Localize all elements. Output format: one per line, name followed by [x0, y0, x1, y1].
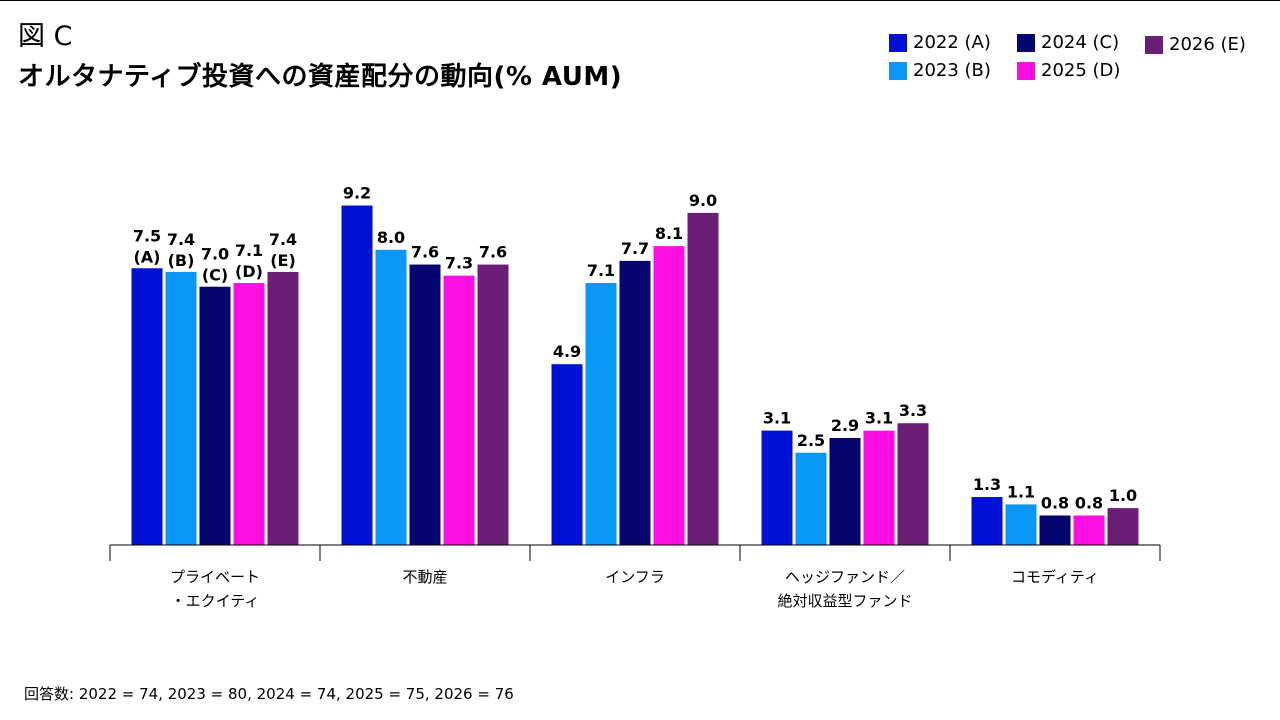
- series-tag-0-2: (C): [202, 266, 228, 285]
- bar-0-2: [199, 286, 231, 545]
- value-label-3-1: 2.5: [797, 431, 825, 450]
- value-label-4-1: 1.1: [1007, 482, 1035, 501]
- value-label-3-4: 3.3: [899, 401, 927, 420]
- value-label-2-2: 7.7: [621, 239, 649, 258]
- value-label-0-3: 7.1: [235, 241, 263, 260]
- top-rule: [0, 0, 1280, 1]
- bar-2-3: [653, 246, 685, 546]
- legend-label-2022: 2022 (A): [913, 32, 991, 53]
- legend-swatch-2023: [889, 61, 907, 80]
- legend-item-2026: 2026 (E): [1145, 34, 1246, 55]
- bar-3-4: [897, 423, 929, 545]
- value-label-4-2: 0.8: [1041, 493, 1069, 512]
- legend-label-2023: 2023 (B): [913, 60, 991, 81]
- legend-item-2023: 2023 (B): [889, 60, 991, 81]
- bar-1-2: [409, 264, 441, 545]
- value-label-2-4: 9.0: [689, 191, 717, 210]
- chart-title: オルタナティブ投資への資産配分の動向(% AUM): [18, 62, 623, 92]
- category-label-3-1: 絶対収益型ファンド: [777, 592, 912, 610]
- value-label-3-0: 3.1: [763, 409, 791, 428]
- bar-1-0: [341, 205, 373, 545]
- legend-item-2024: 2024 (C): [1017, 32, 1119, 53]
- value-label-2-0: 4.9: [553, 342, 581, 361]
- value-label-0-0: 7.5: [133, 226, 161, 245]
- bar-1-3: [443, 275, 475, 545]
- bar-3-0: [761, 430, 793, 545]
- footnote: 回答数: 2022 = 74, 2023 = 80, 2024 = 74, 20…: [24, 685, 514, 703]
- bar-4-0: [971, 497, 1003, 545]
- legend-label-2024: 2024 (C): [1041, 32, 1120, 53]
- value-label-3-3: 3.1: [865, 409, 893, 428]
- bar-0-4: [267, 271, 299, 545]
- bar-1-4: [477, 264, 509, 545]
- series-tag-0-0: (A): [133, 247, 160, 266]
- bar-2-1: [585, 283, 617, 545]
- legend-label-2025: 2025 (D): [1041, 60, 1121, 81]
- bar-4-4: [1107, 508, 1139, 545]
- series-tag-0-1: (B): [168, 251, 195, 270]
- bar-0-1: [165, 271, 197, 545]
- bar-3-3: [863, 430, 895, 545]
- value-label-1-3: 7.3: [445, 254, 473, 273]
- value-label-4-0: 1.3: [973, 475, 1001, 494]
- legend-swatch-2026: [1145, 35, 1163, 54]
- figure-label: 図 C: [18, 21, 73, 52]
- legend-swatch-2024: [1017, 33, 1035, 52]
- value-label-1-0: 9.2: [343, 184, 371, 203]
- bar-3-2: [829, 437, 861, 545]
- value-label-4-4: 1.0: [1109, 486, 1137, 505]
- legend-item-2025: 2025 (D): [1017, 60, 1120, 81]
- legend-swatch-2025: [1017, 61, 1035, 80]
- value-label-1-2: 7.6: [411, 243, 439, 262]
- category-label-0-0: プライベート: [170, 568, 260, 586]
- bar-0-0: [131, 268, 163, 545]
- value-label-4-3: 0.8: [1075, 493, 1103, 512]
- bar-2-0: [551, 364, 583, 545]
- value-label-1-1: 8.0: [377, 228, 405, 247]
- bar-4-1: [1005, 504, 1037, 545]
- legend-label-2026: 2026 (E): [1169, 34, 1246, 55]
- category-label-1-0: 不動産: [402, 568, 447, 586]
- bar-1-1: [375, 249, 407, 546]
- bar-3-1: [795, 452, 827, 545]
- category-label-2-0: インフラ: [605, 568, 665, 586]
- category-label-4-0: コモディティ: [1011, 568, 1099, 586]
- value-label-3-2: 2.9: [831, 416, 859, 435]
- bar-4-2: [1039, 515, 1071, 545]
- value-label-0-2: 7.0: [201, 245, 229, 264]
- value-label-1-4: 7.6: [479, 243, 507, 262]
- value-label-2-1: 7.1: [587, 261, 615, 280]
- bar-2-2: [619, 260, 651, 545]
- category-label-3-0: ヘッジファンド／: [785, 568, 905, 586]
- category-label-0-1: ・エクイティ: [171, 592, 260, 610]
- legend-item-2022: 2022 (A): [889, 32, 991, 53]
- value-label-0-1: 7.4: [167, 230, 195, 249]
- value-label-2-3: 8.1: [655, 224, 683, 243]
- value-label-0-4: 7.4: [269, 230, 297, 249]
- bar-0-3: [233, 283, 265, 545]
- bar-4-3: [1073, 515, 1105, 545]
- legend-swatch-2022: [889, 33, 907, 52]
- bar-2-4: [687, 212, 719, 545]
- series-tag-0-3: (D): [235, 262, 263, 281]
- series-tag-0-4: (E): [270, 251, 296, 270]
